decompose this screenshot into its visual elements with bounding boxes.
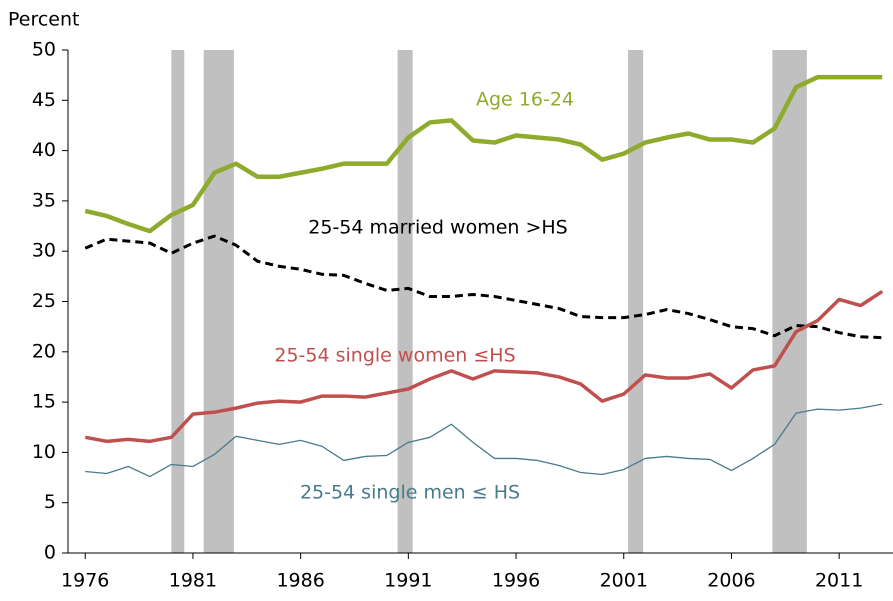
- y-axis-label: Percent: [8, 9, 80, 31]
- y-tick-label: 25: [32, 290, 56, 312]
- x-tick-label: 2006: [707, 570, 755, 592]
- x-tick-label: 1981: [169, 570, 217, 592]
- y-tick-label: 10: [32, 441, 56, 463]
- series-label: 25-54 single men ≤ HS: [300, 482, 520, 504]
- y-tick-label: 35: [32, 189, 56, 211]
- x-tick-label: 1976: [61, 570, 109, 592]
- series-line: [85, 403, 883, 478]
- recession-band: [203, 50, 234, 553]
- series-line: [84, 289, 884, 444]
- series-label: Age 16-24: [476, 89, 574, 111]
- y-tick-label: 5: [44, 491, 56, 513]
- series-label: 25-54 married women >HS: [308, 217, 567, 239]
- recession-band: [772, 50, 807, 553]
- x-tick-label: 2001: [600, 570, 648, 592]
- y-tick-label: 0: [44, 542, 56, 564]
- y-tick-label: 40: [32, 139, 56, 161]
- x-tick-label: 1986: [276, 570, 324, 592]
- series-label: 25-54 single women ≤HS: [274, 345, 515, 367]
- y-tick-label: 15: [32, 391, 56, 413]
- recession-band: [628, 50, 644, 553]
- x-tick-label: 1996: [492, 570, 540, 592]
- y-tick-label: 50: [32, 39, 56, 61]
- recession-band: [171, 50, 185, 553]
- recession-band: [397, 50, 413, 553]
- y-tick-label: 30: [32, 240, 56, 262]
- y-tick-label: 20: [32, 340, 56, 362]
- series-line: [84, 234, 883, 340]
- x-tick-label: 2011: [815, 570, 863, 592]
- y-tick-label: 45: [32, 89, 56, 111]
- series-line: [84, 74, 883, 234]
- x-tick-label: 1991: [384, 570, 432, 592]
